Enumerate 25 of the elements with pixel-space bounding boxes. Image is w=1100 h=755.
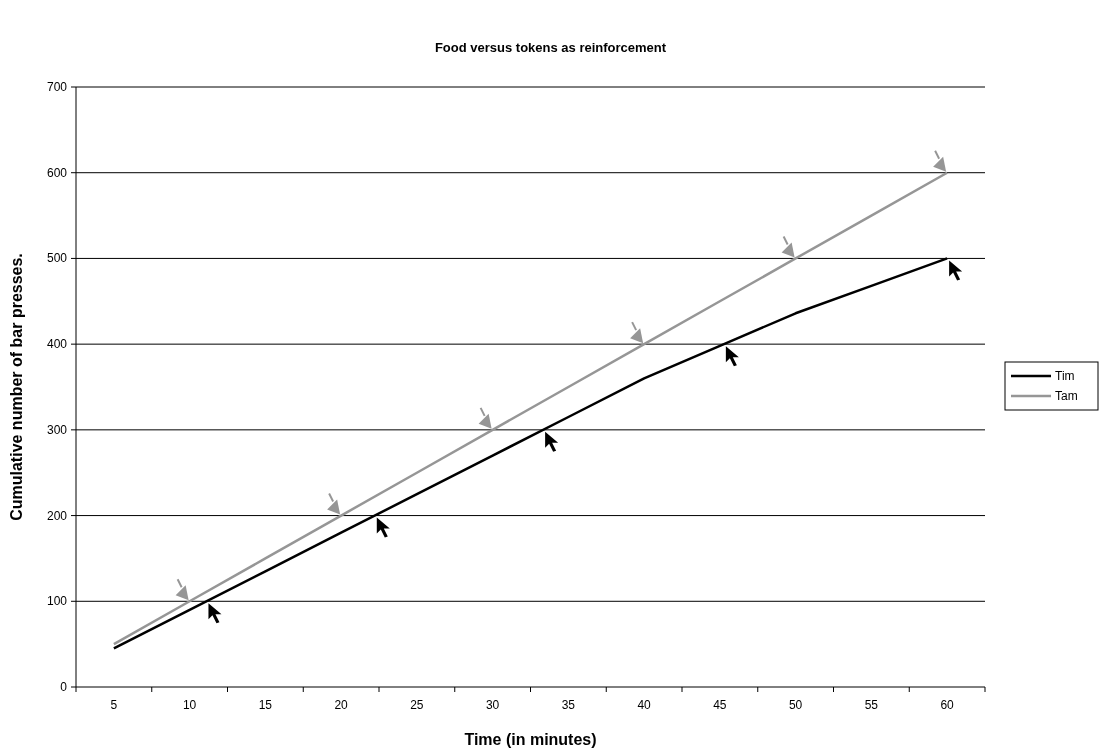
x-tick-label: 15 [258, 698, 273, 712]
y-tick-label: 700 [46, 80, 68, 94]
x-tick-label: 10 [182, 698, 197, 712]
x-tick-label: 40 [637, 698, 652, 712]
y-axis-title: Cumulative number of bar presses. [8, 253, 25, 521]
x-tick-label: 5 [110, 698, 118, 712]
x-axis-title: Time (in minutes) [464, 731, 597, 748]
x-tick-label: 55 [864, 698, 879, 712]
y-tick-label: 200 [46, 508, 68, 523]
x-tick-label: 50 [788, 698, 803, 712]
chart-title: Food versus tokens as reinforcement [434, 40, 667, 55]
x-tick-label: 35 [561, 698, 576, 712]
legend-label: Tim [1055, 369, 1075, 383]
y-tick-label: 0 [60, 680, 68, 694]
x-tick-label: 30 [485, 698, 500, 712]
y-tick-label: 600 [46, 165, 68, 180]
y-tick-label: 400 [46, 337, 68, 352]
x-tick-label: 25 [410, 698, 424, 712]
y-tick-label: 100 [46, 594, 68, 609]
legend-label: Tam [1055, 389, 1078, 403]
x-tick-label: 60 [940, 698, 955, 712]
x-tick-label: 45 [713, 698, 727, 712]
x-tick-label: 20 [334, 698, 349, 712]
y-tick-label: 500 [46, 251, 68, 266]
y-tick-label: 300 [46, 422, 68, 437]
